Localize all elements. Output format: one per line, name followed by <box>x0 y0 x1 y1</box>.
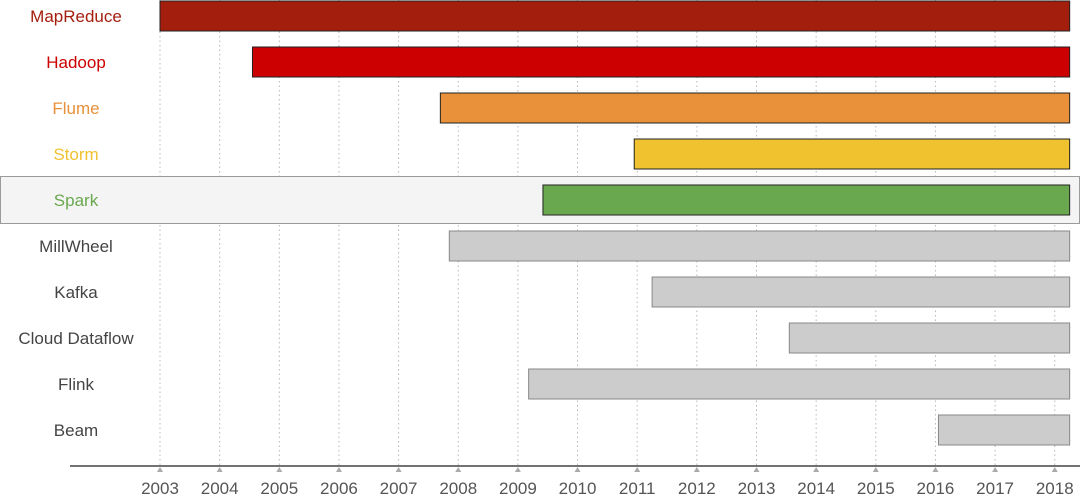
tick-label-2007: 2007 <box>380 479 418 498</box>
row-labels: MapReduce Hadoop Flume Storm Spark MillWheel K… <box>18 7 134 440</box>
bar-spark <box>542 184 1071 216</box>
tick-label-2010: 2010 <box>559 479 597 498</box>
bar-flume <box>439 92 1071 124</box>
tick-mark-2011 <box>634 467 641 472</box>
bar-storm <box>633 138 1071 170</box>
tick-mark-2016 <box>932 467 939 472</box>
tick-mark-2015 <box>872 467 879 472</box>
label-kafka: Kafka <box>54 283 98 302</box>
bar-flink <box>528 368 1071 400</box>
tick-label-2004: 2004 <box>201 479 239 498</box>
tick-label-2013: 2013 <box>738 479 776 498</box>
tick-mark-2010 <box>574 467 581 472</box>
x-axis-ticks: 2003 2004 2005 2006 2007 2008 2009 2010 2011 2012… <box>141 467 1074 498</box>
label-hadoop: Hadoop <box>46 53 106 72</box>
tick-label-2014: 2014 <box>797 479 835 498</box>
tick-mark-2004 <box>216 467 223 472</box>
tick-mark-2018 <box>1051 467 1058 472</box>
tick-label-2012: 2012 <box>678 479 716 498</box>
tick-mark-2014 <box>813 467 820 472</box>
tick-mark-2005 <box>276 467 283 472</box>
tick-mark-2007 <box>395 467 402 472</box>
tick-mark-2009 <box>514 467 521 472</box>
bar-mapreduce <box>159 0 1071 32</box>
tick-label-2011: 2011 <box>619 479 656 498</box>
tick-label-2009: 2009 <box>499 479 537 498</box>
label-flume: Flume <box>52 99 99 118</box>
label-millwheel: MillWheel <box>39 237 113 256</box>
label-cloud-dataflow: Cloud Dataflow <box>18 329 134 348</box>
tick-mark-2008 <box>455 467 462 472</box>
tick-label-2016: 2016 <box>917 479 955 498</box>
label-mapreduce: MapReduce <box>30 7 122 26</box>
tick-mark-2017 <box>992 467 999 472</box>
tick-label-2006: 2006 <box>320 479 358 498</box>
label-beam: Beam <box>54 421 98 440</box>
tick-label-2003: 2003 <box>141 479 179 498</box>
tick-label-2015: 2015 <box>857 479 895 498</box>
tick-label-2017: 2017 <box>976 479 1014 498</box>
tick-mark-2013 <box>753 467 760 472</box>
tick-mark-2003 <box>157 467 163 472</box>
bar-kafka <box>651 276 1071 308</box>
bar-hadoop <box>251 46 1071 78</box>
bar-cloud-dataflow <box>788 322 1071 354</box>
tick-mark-2006 <box>335 467 342 472</box>
bars <box>159 0 1071 446</box>
bar-beam <box>937 414 1071 446</box>
tick-mark-2012 <box>693 467 700 472</box>
label-spark: Spark <box>54 191 99 210</box>
tick-label-2018: 2018 <box>1036 479 1074 498</box>
label-flink: Flink <box>58 375 94 394</box>
bar-millwheel <box>448 230 1071 262</box>
tick-label-2005: 2005 <box>260 479 298 498</box>
label-storm: Storm <box>53 145 98 164</box>
tick-label-2008: 2008 <box>439 479 477 498</box>
